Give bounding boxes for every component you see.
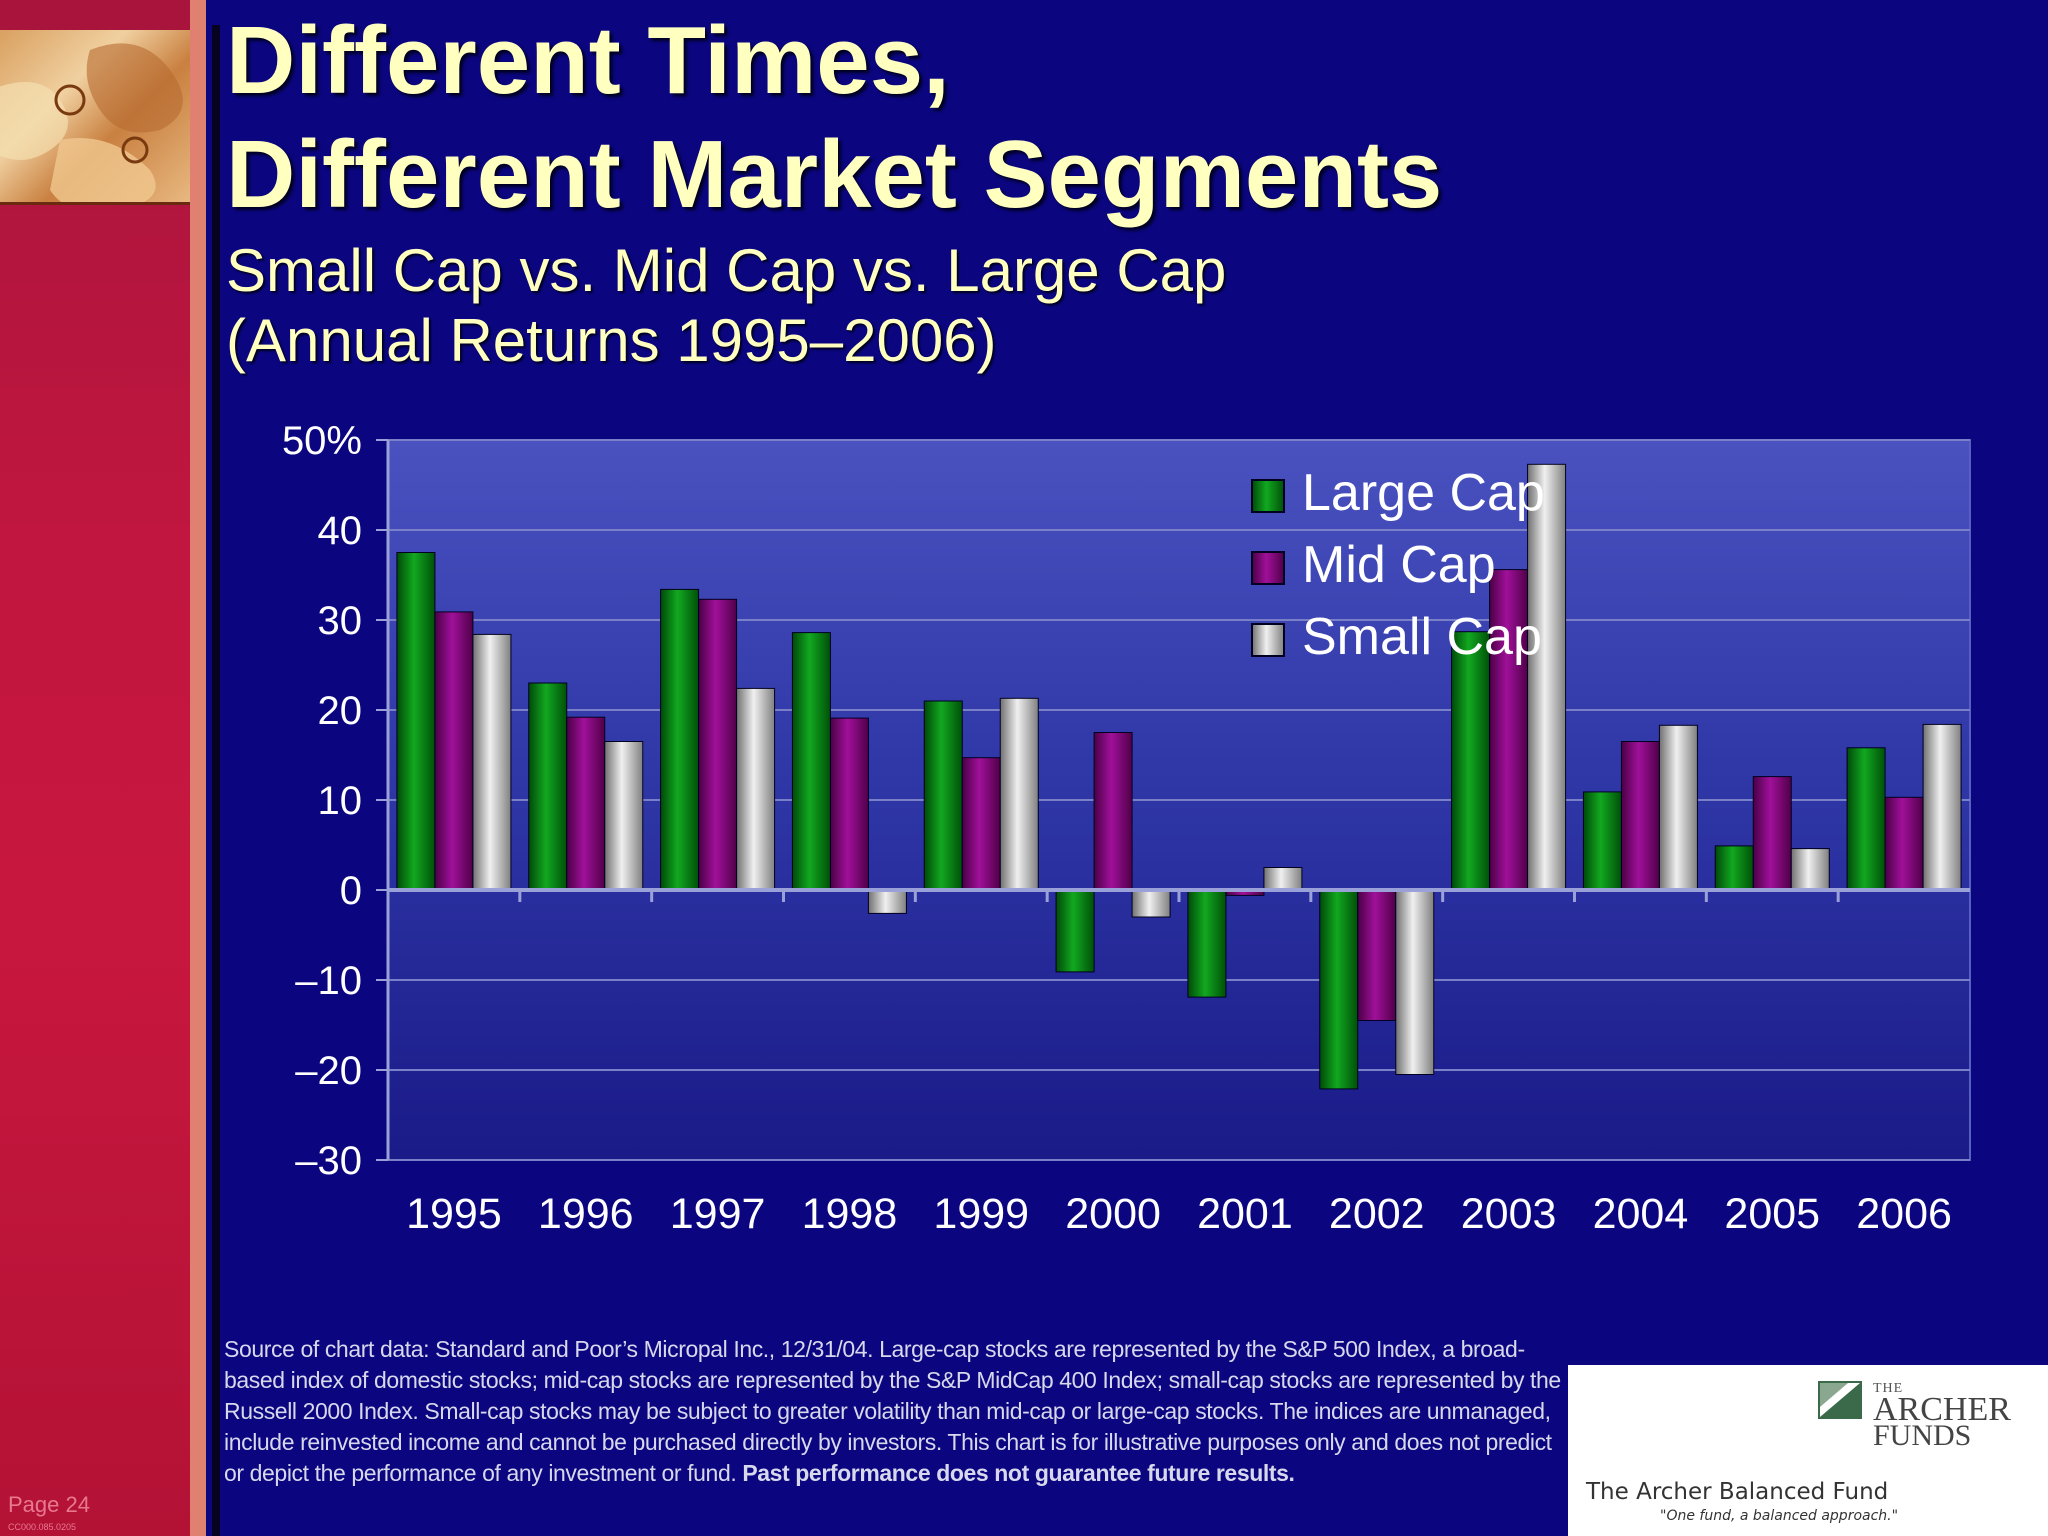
y-tick-label: –10 <box>295 959 362 1003</box>
small-cap-bar <box>1527 463 1567 891</box>
mid-cap-bar <box>1620 741 1660 891</box>
y-tick-label: 10 <box>318 779 363 823</box>
logo-archer: ARCHER <box>1873 1391 2011 1428</box>
large-cap-bar <box>1582 791 1622 891</box>
title-line-2: Different Market Segments <box>226 121 1443 228</box>
page-number: Page 24 <box>8 1492 90 1517</box>
fund-logo-box: THE ARCHER FUNDS The Archer Balanced Fun… <box>1568 1365 2048 1536</box>
x-tick-label: 1995 <box>406 1190 502 1238</box>
title-line-1: Different Times, <box>226 7 950 114</box>
small-cap-bar <box>472 633 512 891</box>
small-cap-bar <box>1131 889 1171 918</box>
mid-cap-legend-swatch <box>1251 551 1285 585</box>
footnote-text: Source of chart data: Standard and Poor’… <box>224 1336 1561 1486</box>
sidebar <box>0 0 195 1536</box>
mid-cap-bar <box>1752 776 1792 891</box>
small-cap-bar <box>1658 724 1698 891</box>
mid-cap-bar <box>1489 569 1529 891</box>
large-cap-bar <box>1451 631 1491 891</box>
y-tick-label: –20 <box>295 1049 362 1093</box>
mid-cap-legend-label: Mid Cap <box>1302 536 1496 594</box>
x-tick-label: 2006 <box>1856 1190 1952 1238</box>
mid-cap-bar <box>1093 732 1133 891</box>
large-cap-bar <box>923 700 963 891</box>
small-cap-bar <box>1263 867 1303 891</box>
large-cap-legend-swatch <box>1251 479 1285 513</box>
title-divider <box>212 25 220 1536</box>
logo-funds: FUNDS <box>1873 1419 1972 1452</box>
bar-chart: 50% 40 30 20 10 0 –10 –20 –30 1995 1996 1997 1998 19… <box>282 419 1971 1238</box>
small-cap-bar <box>736 687 776 891</box>
large-cap-bar <box>1187 889 1227 998</box>
x-tick-label: 2005 <box>1724 1190 1820 1238</box>
y-tick-label: 30 <box>318 599 363 643</box>
x-tick-label: 2003 <box>1461 1190 1557 1238</box>
small-cap-bar <box>1395 889 1435 1075</box>
document-code: CC000.085.0205 <box>8 1522 77 1532</box>
small-cap-bar <box>1922 723 1962 891</box>
footnote: Source of chart data: Standard and Poor’… <box>224 1334 1574 1489</box>
mid-cap-bar <box>829 717 869 891</box>
archer-logo-icon <box>1818 1381 1862 1419</box>
subtitle-line-2: (Annual Returns 1995–2006) <box>226 307 997 374</box>
x-tick-label: 1996 <box>538 1190 634 1238</box>
x-tick-label: 2000 <box>1065 1190 1161 1238</box>
fund-name: The Archer Balanced Fund <box>1586 1479 1889 1505</box>
mid-cap-bar <box>566 716 606 891</box>
large-cap-bar <box>791 632 831 891</box>
mid-cap-bar <box>1884 796 1924 891</box>
large-cap-legend-label: Large Cap <box>1302 464 1545 522</box>
x-tick-label: 2002 <box>1329 1190 1425 1238</box>
large-cap-bar <box>1714 845 1754 891</box>
small-cap-bar <box>604 741 644 891</box>
y-tick-label: 20 <box>318 689 363 733</box>
mid-cap-bar <box>434 611 474 891</box>
y-tick-label: 0 <box>340 869 362 913</box>
small-cap-bar <box>1790 848 1830 891</box>
large-cap-bar <box>660 588 700 891</box>
y-tick-label: 50% <box>282 419 362 463</box>
large-cap-bar <box>528 682 568 891</box>
y-tick-label: –30 <box>295 1139 362 1183</box>
small-cap-bar <box>867 889 907 914</box>
x-tick-label: 1998 <box>802 1190 898 1238</box>
x-tick-label: 2004 <box>1593 1190 1689 1238</box>
small-cap-bar <box>999 697 1039 891</box>
footnote-disclaimer: Past performance does not guarantee futu… <box>742 1460 1295 1486</box>
large-cap-bar <box>1846 747 1886 891</box>
mid-cap-bar <box>961 757 1001 891</box>
small-cap-legend-swatch <box>1251 623 1285 657</box>
logo-the: THE <box>1873 1381 1904 1396</box>
large-cap-bar <box>1055 889 1095 973</box>
puzzle-photo <box>0 30 190 205</box>
mid-cap-bar <box>1357 889 1397 1021</box>
x-tick-label: 1999 <box>933 1190 1029 1238</box>
small-cap-legend-label: Small Cap <box>1302 608 1542 666</box>
mid-cap-bar <box>698 598 738 891</box>
large-cap-bar <box>396 552 436 891</box>
x-tick-label: 2001 <box>1197 1190 1293 1238</box>
x-tick-label: 1997 <box>670 1190 766 1238</box>
subtitle-line-1: Small Cap vs. Mid Cap vs. Large Cap <box>226 237 1227 304</box>
sidebar-edge <box>190 0 206 1536</box>
y-tick-label: 40 <box>318 509 363 553</box>
fund-tagline: "One fund, a balanced approach." <box>1660 1508 1899 1524</box>
large-cap-bar <box>1319 889 1359 1090</box>
